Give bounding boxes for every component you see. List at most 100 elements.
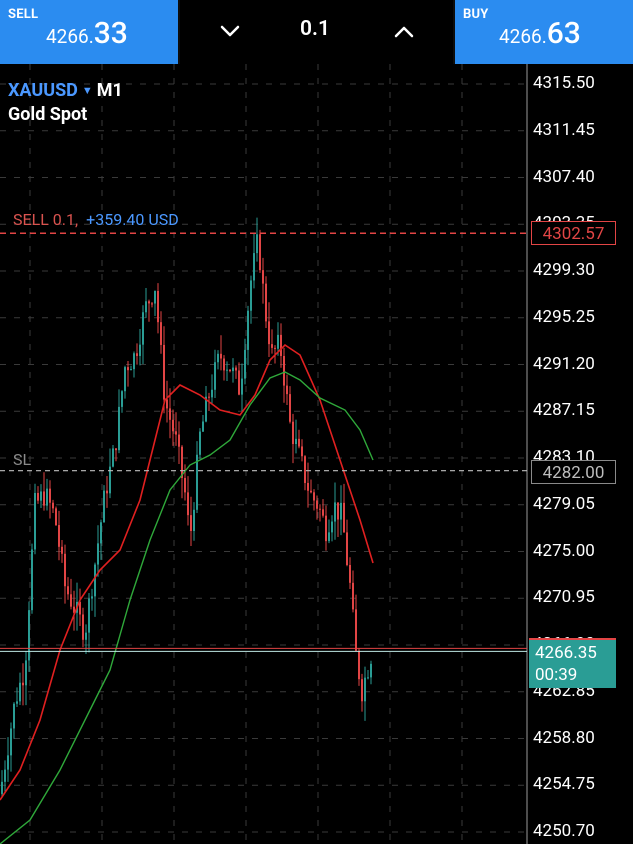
candle-body (238, 370, 240, 395)
candle-body (223, 358, 225, 371)
candle-body (328, 532, 330, 542)
candle-body (61, 546, 63, 554)
candle-body (346, 532, 348, 565)
position-price-tag: 4302.57 (531, 221, 616, 245)
candle-body (235, 367, 237, 371)
lot-increase-button[interactable] (374, 0, 434, 64)
chevron-down-icon (220, 25, 240, 37)
candle-body (22, 682, 24, 686)
axis-tick-label: 4307.40 (533, 166, 595, 187)
candle-body (307, 482, 309, 491)
candle-body (304, 456, 306, 483)
lot-size-value[interactable]: 0.1 (300, 17, 330, 41)
candle-body (256, 234, 258, 254)
sell-label: SELL (8, 7, 39, 22)
candle-body (67, 586, 69, 595)
candle-body (133, 353, 135, 370)
candle-body (361, 679, 363, 702)
candle-body (124, 367, 126, 392)
candle-body (13, 703, 15, 729)
candle-body (226, 369, 228, 371)
axis-tick-label: 4254.75 (533, 774, 595, 795)
candle-body (127, 367, 129, 371)
candle-body (106, 490, 108, 494)
candle-body (166, 399, 168, 409)
position-label[interactable]: SELL 0.1, +359.40 USD (13, 210, 179, 229)
position-profit: +359.40 USD (86, 210, 179, 229)
buy-label: BUY (463, 7, 489, 22)
candle-body (112, 448, 114, 467)
candle-body (49, 488, 51, 503)
candle-body (103, 490, 105, 523)
candle-body (181, 446, 183, 478)
candle-body (319, 508, 321, 510)
candle-body (253, 253, 255, 281)
candle-body (88, 598, 90, 633)
candle-body (145, 301, 147, 313)
candle-body (10, 728, 12, 756)
candle-body (199, 431, 201, 455)
candle-body (280, 334, 282, 356)
candle-body (70, 594, 72, 607)
stop-loss-label[interactable]: SL (13, 450, 32, 469)
current-price-tag: 4266.35 00:39 (529, 638, 616, 688)
candle-body (154, 290, 156, 304)
candle-body (151, 303, 153, 305)
candle-body (82, 614, 84, 640)
sell-button[interactable]: SELL 4266.33 (0, 0, 178, 64)
candle-body (115, 448, 117, 451)
candle-body (250, 280, 252, 311)
candle-body (292, 421, 294, 445)
candle-body (46, 488, 48, 506)
candle-body (130, 369, 132, 371)
axis-tick-label: 4287.15 (533, 400, 595, 421)
candle-body (52, 502, 54, 509)
candle-body (337, 502, 339, 520)
axis-tick-label: 4275.00 (533, 540, 595, 561)
moving-averages (0, 343, 374, 844)
sell-price: 4266.33 (46, 16, 128, 51)
candle-body (196, 454, 198, 510)
candle-body (220, 353, 222, 359)
candle-body (208, 396, 210, 398)
candle-body (352, 582, 354, 610)
moving-average-fast (0, 343, 374, 801)
candle-body (283, 355, 285, 386)
candle-body (214, 362, 216, 390)
candle-body (268, 321, 270, 345)
candle-body (163, 344, 165, 400)
axis-tick-label: 4299.30 (533, 260, 595, 280)
candle-body (148, 301, 150, 304)
symbol-header[interactable]: XAUUSD ▼ M1 (8, 80, 123, 101)
candle-body (322, 509, 324, 516)
candle-body (58, 525, 60, 547)
candle-body (28, 610, 30, 661)
candle-body (289, 394, 291, 422)
lot-decrease-button[interactable] (200, 0, 260, 64)
candle-body (247, 310, 249, 350)
candle-body (241, 378, 243, 395)
candle-body (367, 677, 369, 679)
candle-body (7, 755, 9, 770)
axis-tick-label: 4279.05 (533, 493, 595, 514)
candle-body (43, 491, 45, 506)
candle-body (100, 522, 102, 544)
caret-down-icon[interactable]: ▼ (81, 84, 93, 97)
candle-body (79, 601, 81, 615)
candle-body (172, 419, 174, 432)
price-chart[interactable] (0, 64, 633, 844)
candle-body (340, 502, 342, 520)
candle-body (34, 492, 36, 550)
buy-button[interactable]: BUY 4266.63 (455, 0, 633, 64)
candle-body (205, 396, 207, 422)
candle-body (232, 367, 234, 372)
timeframe[interactable]: M1 (96, 80, 123, 101)
candle-body (169, 408, 171, 420)
symbol-name[interactable]: XAUUSD (8, 80, 78, 101)
candle-body (55, 508, 57, 526)
candle-body (325, 515, 327, 542)
candle-body (310, 490, 312, 493)
candle-body (118, 406, 120, 451)
candle-body (229, 369, 231, 372)
candle-body (121, 391, 123, 407)
